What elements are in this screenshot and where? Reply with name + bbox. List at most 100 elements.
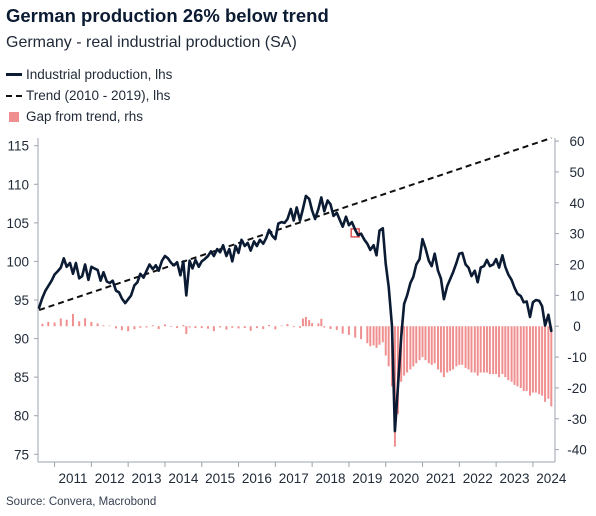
- right-tick-label: -30: [567, 412, 587, 427]
- gap-bar: [170, 326, 173, 327]
- chart-title: German production 26% below trend: [6, 5, 329, 26]
- left-tick-label: 115: [7, 139, 29, 154]
- gap-bar: [461, 326, 464, 365]
- gap-bar: [231, 326, 234, 328]
- gap-bar: [280, 325, 283, 327]
- x-tick-label: 2023: [499, 471, 529, 486]
- legend-line-swatch: [6, 73, 22, 76]
- left-tick-label: 85: [14, 370, 29, 385]
- gap-bar: [403, 326, 406, 376]
- legend-label-gap: Gap from trend, rhs: [26, 109, 144, 124]
- gap-bar: [482, 326, 485, 373]
- gap-bar: [378, 326, 381, 345]
- gap-bar: [531, 326, 534, 393]
- gap-bar: [519, 326, 522, 388]
- gap-bar: [354, 326, 357, 338]
- gap-bar: [96, 323, 99, 327]
- gap-bar: [292, 326, 295, 328]
- gap-bar: [372, 326, 375, 346]
- gap-bar: [308, 320, 311, 327]
- gap-bar: [375, 326, 378, 348]
- gap-bar: [200, 326, 203, 329]
- gap-bar: [65, 319, 68, 327]
- gap-bar: [120, 326, 123, 331]
- gap-bar: [510, 326, 513, 382]
- right-tick-label: 30: [569, 227, 584, 242]
- gap-bar: [320, 318, 323, 327]
- gap-bar: [255, 326, 258, 329]
- gap-bar: [452, 326, 455, 370]
- production-line: [37, 194, 553, 433]
- left-tick-label: 110: [7, 177, 29, 192]
- gap-bar: [41, 323, 44, 327]
- gap-bar: [366, 326, 369, 344]
- gap-bar: [151, 325, 154, 327]
- left-tick-label: 105: [6, 216, 29, 231]
- gap-bar: [298, 326, 301, 328]
- gap-bar: [176, 326, 179, 329]
- x-tick-label: 2019: [352, 471, 382, 486]
- gap-bar: [534, 326, 537, 393]
- gap-bar: [311, 323, 314, 327]
- gap-bar: [335, 326, 338, 330]
- right-tick-label: -40: [567, 443, 587, 458]
- gap-bar: [516, 326, 519, 387]
- gap-bar: [53, 322, 56, 327]
- gap-bar: [501, 326, 504, 375]
- gap-bar: [163, 324, 166, 327]
- left-tick-label: 95: [14, 293, 29, 308]
- gap-bar: [219, 326, 222, 328]
- right-tick-label: 50: [569, 165, 584, 180]
- x-tick-label: 2013: [132, 471, 162, 486]
- gap-bar: [207, 326, 210, 329]
- x-tick-label: 2017: [279, 471, 309, 486]
- x-tick-label: 2024: [536, 471, 567, 486]
- gap-bar: [182, 324, 185, 327]
- legend-item-production: Industrial production, lhs: [6, 64, 172, 85]
- gap-bar: [194, 326, 197, 329]
- right-tick-label: 0: [573, 319, 581, 334]
- gap-bar: [360, 326, 363, 340]
- gap-bar: [498, 326, 501, 378]
- right-tick-label: -20: [567, 381, 587, 396]
- gap-bar: [550, 326, 553, 407]
- gap-bar: [286, 324, 289, 327]
- gap-bar: [243, 326, 246, 329]
- gap-bar: [262, 326, 265, 330]
- source-note: Source: Convera, Macrobond: [6, 496, 157, 508]
- gap-bar: [274, 326, 277, 330]
- gap-bar: [467, 326, 470, 370]
- gap-bar: [492, 326, 495, 375]
- x-tick-label: 2021: [426, 471, 456, 486]
- gap-bar: [157, 326, 160, 330]
- gap-bar: [442, 326, 445, 378]
- gap-bar: [185, 326, 188, 334]
- gap-bar: [384, 326, 387, 356]
- right-tick-label: 40: [569, 196, 584, 211]
- legend-item-gap: Gap from trend, rhs: [6, 106, 172, 127]
- gap-bar: [369, 326, 372, 347]
- gap-bar: [415, 326, 418, 364]
- gap-bar: [473, 326, 476, 373]
- gap-bar: [507, 326, 510, 381]
- gap-bar: [421, 326, 424, 358]
- gap-bar: [464, 326, 467, 368]
- gap-bar: [71, 313, 74, 327]
- gap-bar: [304, 316, 307, 327]
- left-tick-label: 90: [14, 332, 29, 347]
- legend-label-production: Industrial production, lhs: [26, 67, 173, 82]
- gap-bar: [424, 326, 427, 361]
- gap-bar: [544, 326, 547, 402]
- gap-bar: [381, 326, 384, 343]
- gap-bar: [127, 326, 130, 332]
- x-tick-label: 2012: [95, 471, 125, 486]
- x-tick-label: 2016: [242, 471, 272, 486]
- left-tick-label: 75: [14, 447, 29, 462]
- gap-bar: [522, 326, 525, 392]
- left-tick-label: 100: [6, 254, 29, 269]
- gap-bar: [225, 326, 228, 330]
- gap-bar: [237, 326, 240, 329]
- gap-bar: [317, 323, 320, 327]
- gap-bar: [433, 326, 436, 364]
- gap-bar: [59, 318, 62, 327]
